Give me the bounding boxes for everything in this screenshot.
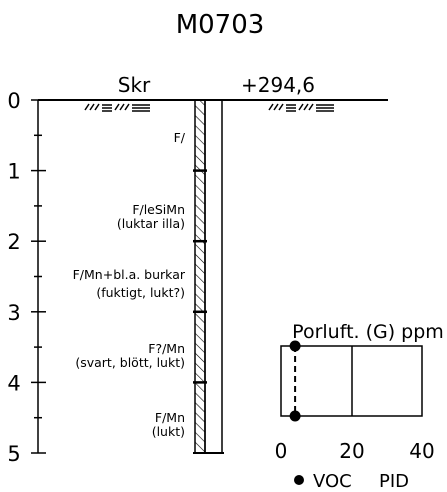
voc-point-bottom xyxy=(289,410,301,422)
pid-chart: Porluft. (G) ppm 0 20 40 VOC PID xyxy=(275,321,444,492)
depth-axis-ticks: 0 1 2 3 4 5 xyxy=(7,89,46,466)
layer-4-line2: (svart, blött, lukt) xyxy=(75,355,185,370)
layer-2-line1: F/leSiMn xyxy=(132,202,185,217)
pid-x-tick-20: 20 xyxy=(339,439,364,463)
borehole-depth-markers xyxy=(193,169,207,384)
depth-tick-label: 4 xyxy=(7,371,20,395)
depth-tick-label: 0 xyxy=(7,89,20,113)
header-right-label: +294,6 xyxy=(241,73,315,97)
depth-tick-label: 2 xyxy=(7,230,20,254)
pid-x-tick-0: 0 xyxy=(275,439,288,463)
depth-tick-label: 5 xyxy=(7,442,20,466)
layer-4-line1: F?/Mn xyxy=(148,341,185,356)
layer-3-line2: (fuktigt, lukt?) xyxy=(96,285,185,300)
pid-chart-title: Porluft. (G) ppm xyxy=(292,321,444,343)
layer-2-line2: (luktar illa) xyxy=(117,216,185,231)
layer-1-line1: F/ xyxy=(174,130,186,145)
legend-pid-label: PID xyxy=(379,471,409,492)
diagram-title: M0703 xyxy=(176,10,265,40)
depth-tick-label: 3 xyxy=(7,301,20,325)
voc-point-top xyxy=(289,340,301,352)
layer-3-line1: F/Mn+bl.a. burkar xyxy=(73,267,186,282)
ground-symbol-right xyxy=(268,103,334,112)
layer-5-line2: (lukt) xyxy=(152,424,185,439)
ground-symbol-left xyxy=(84,103,150,112)
depth-tick-label: 1 xyxy=(7,160,20,184)
borehole-hatched-column xyxy=(194,99,206,454)
layer-5-line1: F/Mn xyxy=(155,410,185,425)
pid-x-tick-40: 40 xyxy=(409,439,434,463)
legend-voc-marker xyxy=(294,475,304,485)
header-left-label: Skr xyxy=(118,73,151,97)
legend-voc-label: VOC xyxy=(313,471,352,492)
borehole-open-column xyxy=(204,99,223,454)
